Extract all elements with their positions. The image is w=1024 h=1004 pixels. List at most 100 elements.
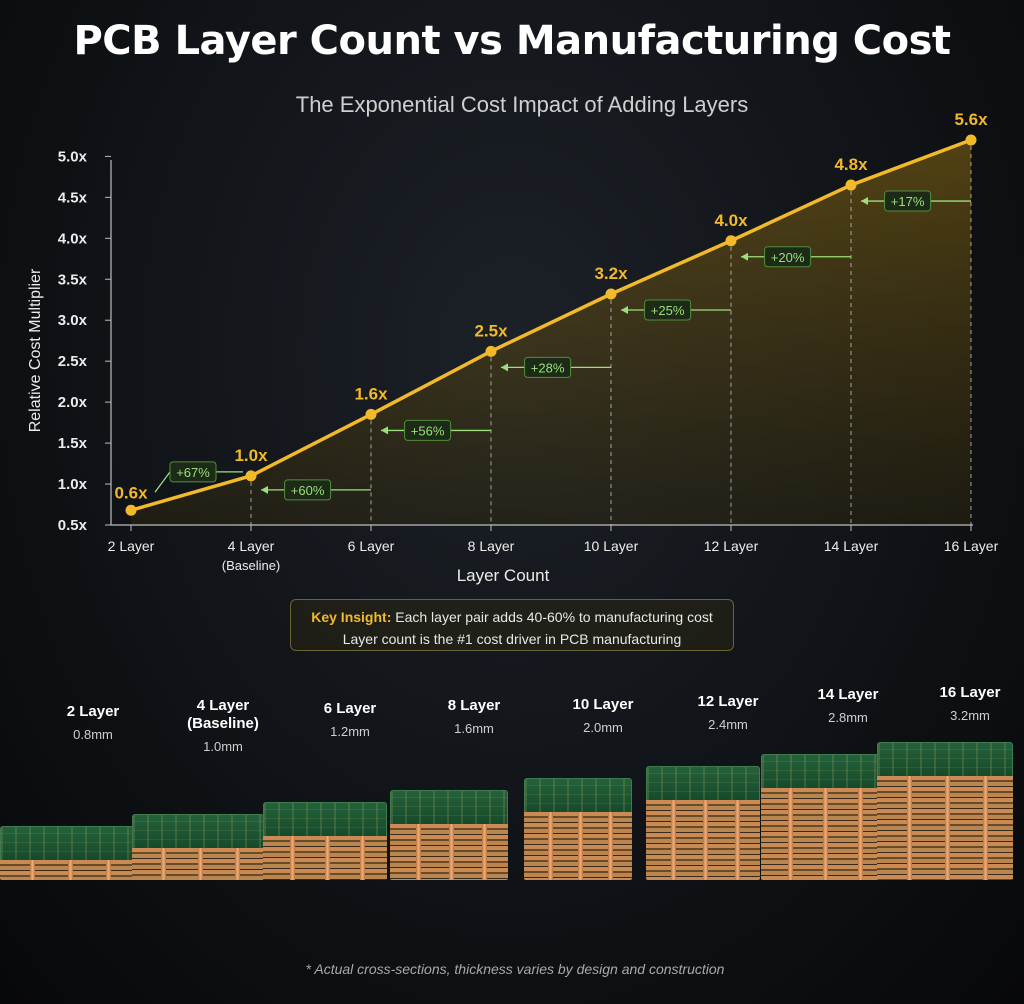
x-tick-label: 8 Layer [468,538,515,554]
stack-thickness: 1.2mm [330,724,370,739]
page-subtitle: The Exponential Cost Impact of Adding La… [295,92,749,117]
increase-arrowhead [261,485,268,494]
stack-name: 12 Layer [697,693,759,710]
y-tick-label: 1.5x [58,435,88,452]
increase-badge-label: +20% [771,250,805,265]
increase-badge: +60% [261,479,371,501]
x-tick-label: 12 Layer [704,538,759,554]
data-point [725,235,737,247]
series-line [130,138,972,512]
x-tick-label: 2 Layer [108,538,155,554]
increase-badge: +67% [154,461,243,493]
stack-name-sub: (Baseline) [187,715,259,732]
x-tick-label: 4 Layer [228,538,275,554]
data-label: 2.5x [474,321,508,340]
increase-badge-label: +60% [291,483,325,498]
stack-thickness: 2.0mm [583,720,623,735]
stack-thickness: 3.2mm [950,708,990,723]
x-axis-title: Layer Count [457,566,550,585]
data-point [605,288,617,300]
stack-thickness: 1.6mm [454,721,494,736]
increase-badge-label: +25% [651,303,685,318]
data-point [845,179,857,191]
stack-thickness: 2.8mm [828,710,868,725]
stack-thickness: 1.0mm [203,739,243,754]
stack-label: 8 Layer 1.6mm [404,697,544,736]
data-point [485,345,497,357]
increase-badge-label: +67% [176,465,210,480]
data-point [125,504,137,516]
increase-badge-box [884,190,932,212]
increase-badge-box [524,356,572,378]
increase-badge-box [404,419,452,441]
y-tick-label: 5.0x [58,148,88,165]
stack-name: 14 Layer [817,686,879,703]
pcb-stack-image [524,778,632,880]
insight-line-2: Layer count is the #1 cost driver in PCB… [342,631,682,647]
stack-name: 16 Layer [939,684,1001,701]
increase-badge-box [644,299,692,321]
pcb-stack-image [132,814,264,880]
cost-line-chart: 0.5x 1.0x 1.5x 2.0x 2.5x 3.0x 3.5x 4.0x 4.5x 5.0x… [27,110,999,585]
pcb-stack-image [761,754,885,880]
footnote: * Actual cross-sections, thickness varie… [305,961,725,977]
increase-badge-label: +17% [891,194,925,209]
y-tick-label: 3.0x [58,312,88,329]
key-insight-box: Key Insight: Each layer pair adds 40-60%… [290,599,734,651]
page-title: PCB Layer Count vs Manufacturing Cost [73,18,951,64]
increase-arrow [154,471,171,493]
pcb-stack-image [390,790,508,880]
pcb-stack-image [263,802,387,880]
stack-label: 2 Layer 0.8mm [23,703,163,742]
stack-name: 4 Layer [196,697,250,714]
pcb-stack-image [646,766,760,880]
stack-name: 2 Layer [66,703,120,720]
increase-badge: +25% [621,299,731,321]
x-tick-sublabel: (Baseline) [222,558,281,573]
increase-badge-label: +28% [531,360,565,375]
increase-badge-box [764,246,812,268]
stack-label: 6 Layer 1.2mm [280,700,420,739]
y-tick-label: 2.5x [58,353,88,370]
increase-arrowhead [621,306,628,314]
data-point [365,408,377,420]
x-tick-label: 6 Layer [348,538,395,554]
data-label: 3.2x [594,264,628,283]
y-axis-title: Relative Cost Multiplier [27,268,44,432]
data-label: 1.0x [234,446,268,465]
increase-badge: +56% [381,419,491,441]
increase-badge: +28% [501,356,611,378]
increase-arrowhead [861,197,868,206]
stack-name: 6 Layer [323,700,377,717]
stack-thickness: 2.4mm [708,717,748,732]
y-tick-label: 4.5x [58,189,88,206]
increase-arrowhead [381,426,388,435]
y-tick-label: 3.5x [58,271,88,288]
stack-label: 16 Layer 3.2mm [900,684,1024,723]
increase-badge: +20% [741,246,851,268]
stack-name: 8 Layer [447,697,501,714]
increase-badge-box [169,461,217,483]
stack-label: 12 Layer 2.4mm [658,693,798,732]
stack-name: 10 Layer [572,696,634,713]
y-tick-label: 4.0x [58,230,88,247]
stack-label: 14 Layer 2.8mm [778,686,918,725]
increase-arrowhead [741,252,748,261]
increase-arrowhead [501,363,508,372]
stack-label: 4 Layer (Baseline) 1.0mm [153,697,293,754]
data-label: 5.6x [954,110,988,129]
stack-label: 10 Layer 2.0mm [533,696,673,735]
increase-badge: +17% [861,190,971,212]
increase-badge-box [284,479,332,501]
area-fill [131,140,971,525]
x-tick-label: 16 Layer [944,538,999,554]
y-tick-label: 1.0x [58,476,88,493]
stack-thickness: 0.8mm [73,727,113,742]
pcb-stack-image [0,826,136,880]
pcb-stack-image [877,742,1013,880]
x-tick-label: 10 Layer [584,538,639,554]
x-tick-label: 14 Layer [824,538,879,554]
data-point [965,134,977,146]
data-label: 4.8x [834,155,868,174]
